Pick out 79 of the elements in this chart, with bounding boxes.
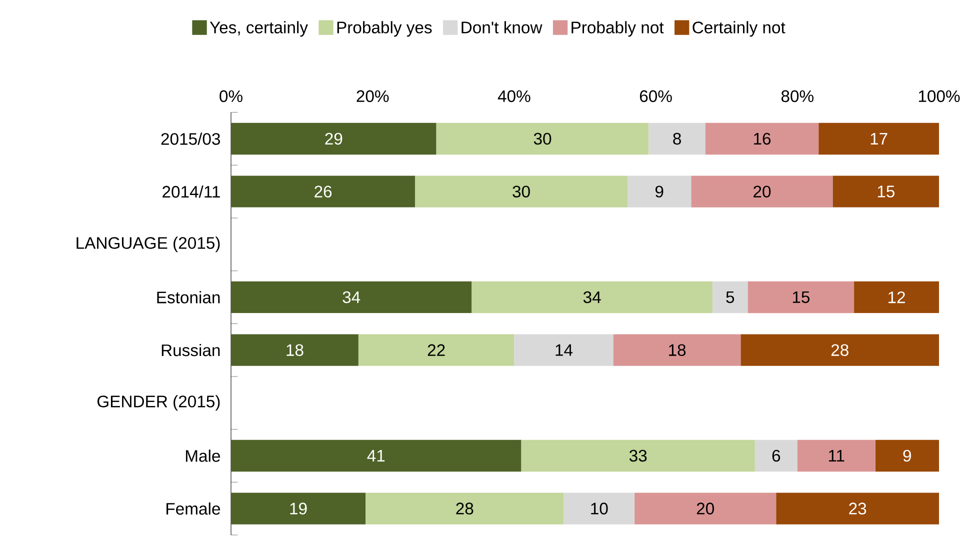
bar [740, 334, 939, 366]
bar [748, 281, 854, 314]
data-label: 12 [888, 291, 905, 304]
data-label: 17 [870, 133, 888, 144]
x-tick-label: 80% [781, 90, 814, 102]
bar [358, 334, 514, 366]
data-label: 14 [556, 344, 573, 356]
bar [231, 334, 358, 366]
bar [231, 492, 366, 524]
x-tick-label: 40% [498, 90, 530, 102]
x-tick-label: 0% [220, 90, 242, 102]
bar [648, 122, 706, 155]
bar [514, 334, 614, 366]
data-label: 28 [831, 344, 848, 356]
data-label: 18 [286, 344, 304, 356]
bar [832, 176, 939, 208]
bar [705, 122, 819, 155]
bar [875, 440, 939, 472]
data-label: 9 [655, 186, 664, 198]
legend-label: Probably yes [337, 21, 432, 37]
data-label: 5 [726, 291, 734, 304]
legend-label: Probably not [572, 21, 664, 37]
bar [854, 281, 939, 314]
bar [436, 122, 649, 155]
data-label: 9 [903, 450, 911, 462]
bar [231, 281, 472, 314]
bar [634, 492, 776, 524]
y-tick-label: Russian [162, 344, 220, 356]
data-label: 33 [629, 450, 647, 462]
data-label: 20 [696, 502, 714, 514]
bar [231, 176, 416, 208]
data-label: 18 [669, 344, 686, 356]
bar [472, 281, 712, 314]
data-label: 15 [878, 186, 894, 198]
data-label: 8 [673, 132, 681, 145]
data-label: 15 [792, 291, 810, 304]
bar [754, 440, 798, 472]
x-tick-label: 100% [918, 90, 960, 102]
y-tick-label: 2015/03 [161, 132, 220, 145]
bar [691, 176, 833, 208]
x-tick-label: 60% [640, 90, 672, 102]
bar [415, 176, 628, 208]
data-label: 19 [290, 502, 307, 514]
bar [231, 122, 436, 155]
data-label: 41 [367, 450, 385, 462]
data-label: 11 [828, 450, 844, 462]
data-label: 29 [325, 132, 342, 145]
data-label: 22 [428, 344, 445, 356]
data-label: 30 [512, 186, 530, 198]
bar [797, 440, 876, 472]
y-tick-label: GENDER (2015) [97, 395, 220, 411]
data-label: 10 [591, 502, 608, 514]
y-tick-label: Estonian [157, 291, 220, 304]
data-label: 6 [772, 450, 780, 462]
legend-label: Yes, certainly [210, 21, 308, 37]
data-label: 16 [754, 132, 771, 145]
legend-label: Don't know [462, 21, 542, 34]
bar [231, 440, 522, 472]
legend-label: Certainly not [692, 21, 786, 37]
bar [613, 334, 741, 366]
data-label: 20 [754, 186, 771, 198]
bar [627, 176, 692, 208]
data-label: 34 [342, 291, 360, 304]
y-tick-label: LANGUAGE (2015) [76, 236, 220, 252]
x-tick-label: 20% [356, 90, 389, 102]
data-label: 23 [849, 502, 866, 514]
data-label: 34 [583, 291, 601, 304]
bar [818, 122, 939, 155]
bar [712, 281, 748, 314]
data-label: 28 [456, 502, 474, 514]
y-tick-label: Male [186, 450, 220, 462]
bar [776, 492, 939, 524]
data-label: 30 [534, 132, 552, 145]
y-tick-label: 2014/11 [162, 185, 220, 198]
y-tick-label: Female [166, 502, 220, 515]
data-label: 26 [314, 186, 332, 198]
bar [366, 492, 564, 524]
bar [564, 492, 635, 524]
bar [521, 440, 755, 472]
